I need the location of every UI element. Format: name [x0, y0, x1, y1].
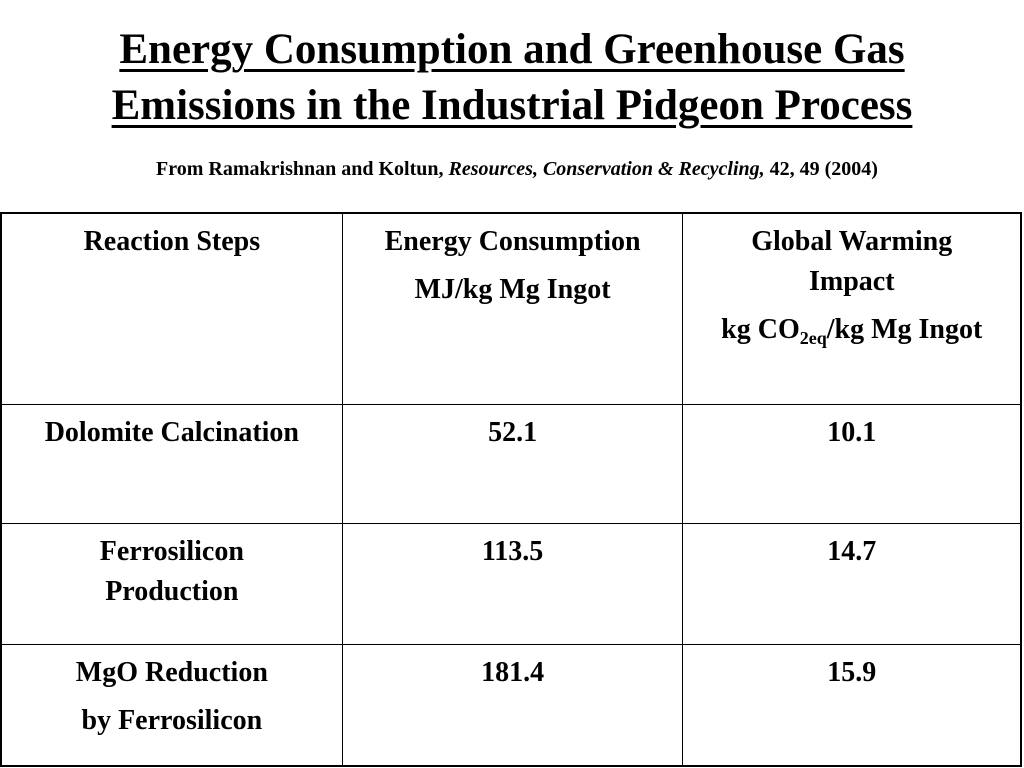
header-col3-line1: Global Warming	[751, 226, 953, 257]
row-gwi-value: 15.9	[827, 657, 877, 688]
citation: From Ramakrishnan and Koltun, Resources,…	[0, 156, 1024, 182]
row-step-cell: MgO Reduction by Ferrosilicon	[0, 644, 343, 767]
row-energy-value: 181.4	[481, 657, 545, 688]
header-col2-line1: Energy Consumption	[384, 226, 641, 257]
row-step-line2: by Ferrosilicon	[81, 705, 263, 736]
header-global-warming: Global Warming Impact kg CO2eq/kg Mg Ing…	[682, 212, 1022, 405]
row-energy-cell: 181.4	[341, 644, 684, 767]
row-step-cell: Dolomite Calcination	[0, 404, 343, 524]
unit-sub: 2eq	[799, 328, 827, 348]
header-reaction-steps: Reaction Steps	[0, 212, 343, 405]
header-col3-line2: Impact	[808, 266, 895, 297]
row-gwi-value: 14.7	[827, 536, 877, 567]
unit-post: /kg Mg Ingot	[826, 314, 983, 345]
table-row: Ferrosilicon Production 113.5 14.7	[0, 523, 1022, 645]
row-energy-cell: 52.1	[341, 404, 684, 524]
page-title: Energy Consumption and Greenhouse Gas Em…	[0, 22, 1024, 134]
title-line-2: Emissions in the Industrial Pidgeon Proc…	[111, 82, 913, 129]
header-energy-consumption: Energy Consumption MJ/kg Mg Ingot	[341, 212, 684, 405]
header-col2-line2: MJ/kg Mg Ingot	[414, 274, 611, 305]
row-step-line1: Ferrosilicon	[99, 536, 244, 567]
table-header-row: Reaction Steps Energy Consumption MJ/kg …	[0, 212, 1022, 405]
row-gwi-cell: 10.1	[682, 404, 1022, 524]
header-col3-unit: kg CO2eq/kg Mg Ingot	[687, 310, 1016, 350]
row-step-line2: Production	[105, 576, 239, 607]
citation-journal: Resources, Conservation & Recycling,	[448, 158, 765, 180]
citation-prefix: From Ramakrishnan and Koltun,	[156, 158, 444, 180]
header-col1-label: Reaction Steps	[83, 226, 261, 257]
row-energy-value: 52.1	[488, 417, 538, 448]
citation-suffix: 42, 49 (2004)	[769, 158, 878, 180]
table-row: MgO Reduction by Ferrosilicon 181.4 15.9	[0, 644, 1022, 767]
row-gwi-cell: 15.9	[682, 644, 1022, 767]
row-energy-value: 113.5	[481, 536, 544, 567]
title-line-1: Energy Consumption and Greenhouse Gas	[119, 26, 905, 73]
row-gwi-cell: 14.7	[682, 523, 1022, 645]
row-step-cell: Ferrosilicon Production	[0, 523, 343, 645]
row-step-line1: Dolomite Calcination	[44, 417, 299, 448]
row-energy-cell: 113.5	[341, 523, 684, 645]
unit-pre: kg CO	[721, 314, 800, 345]
table-row: Dolomite Calcination 52.1 10.1	[0, 404, 1022, 524]
data-table: Reaction Steps Energy Consumption MJ/kg …	[0, 212, 1022, 767]
row-step-line1: MgO Reduction	[75, 657, 268, 688]
row-gwi-value: 10.1	[827, 417, 877, 448]
